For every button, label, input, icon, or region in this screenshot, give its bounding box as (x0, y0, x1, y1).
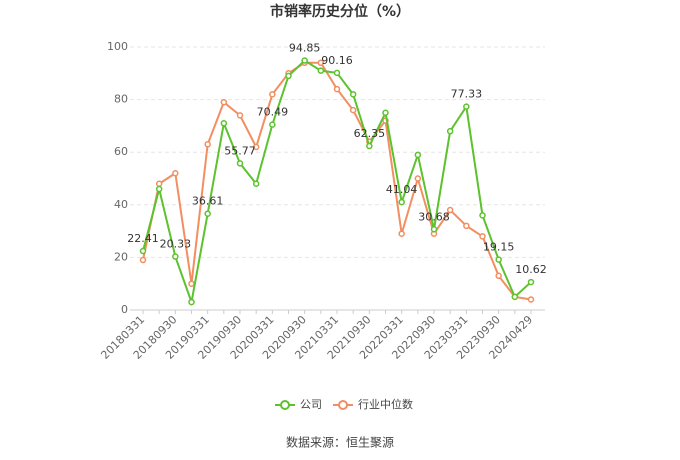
data-label: 36.61 (192, 195, 224, 208)
point (349, 91, 357, 98)
point (139, 247, 147, 255)
point (252, 143, 260, 151)
data-label: 41.04 (386, 183, 418, 196)
point (155, 180, 163, 188)
point (172, 253, 179, 260)
point (349, 106, 357, 114)
data-label: 22.41 (127, 232, 159, 245)
y-tick-label: 80 (114, 93, 128, 106)
y-tick-label: 40 (114, 198, 128, 211)
data-label: 55.77 (224, 144, 256, 157)
point (527, 296, 535, 303)
y-tick-label: 20 (114, 250, 128, 263)
point (204, 210, 211, 217)
point (446, 206, 454, 214)
data-label: 94.85 (289, 42, 321, 55)
point (172, 169, 179, 177)
point (317, 59, 325, 67)
point (463, 103, 470, 110)
point (414, 151, 422, 159)
data-label: 30.68 (418, 210, 450, 223)
legend-label: 公司 (300, 398, 322, 411)
point (398, 198, 405, 206)
point (317, 67, 325, 74)
point (188, 280, 195, 287)
point (220, 120, 228, 127)
data-label: 20.33 (160, 238, 192, 251)
point (139, 256, 147, 264)
point (301, 57, 308, 64)
source: 数据来源：恒生聚源 (286, 435, 394, 450)
point (333, 69, 341, 77)
data-label: 10.62 (515, 263, 547, 276)
point (236, 112, 244, 119)
data-label: 90.16 (321, 54, 353, 67)
point (155, 185, 163, 193)
data-label: 19.15 (483, 241, 515, 254)
point (285, 72, 292, 80)
point (382, 109, 389, 116)
data-label: 77.33 (451, 88, 483, 101)
point (479, 212, 486, 219)
point (236, 160, 244, 167)
y-tick-label: 100 (107, 40, 128, 53)
y-tick-label: 0 (121, 303, 128, 316)
data-label: 62.35 (354, 127, 386, 140)
data-label: 70.49 (257, 106, 289, 119)
point (479, 233, 486, 240)
point (414, 175, 422, 182)
point (511, 293, 519, 301)
point (446, 127, 454, 135)
legend-label: 行业中位数 (358, 397, 413, 411)
point (463, 222, 470, 230)
point (252, 180, 260, 188)
legend-marker (338, 400, 348, 410)
point (430, 226, 438, 233)
point (495, 272, 502, 280)
point (527, 278, 535, 286)
y-tick-label: 60 (114, 145, 128, 158)
point (333, 85, 341, 93)
point (495, 256, 502, 263)
point (188, 298, 195, 306)
point (269, 121, 276, 128)
point (220, 98, 228, 106)
legend-marker (280, 400, 290, 410)
point (366, 142, 373, 150)
point (204, 141, 211, 148)
point (269, 91, 276, 98)
chart-title: 市销率历史分位（%） (270, 3, 410, 20)
point (398, 230, 405, 237)
